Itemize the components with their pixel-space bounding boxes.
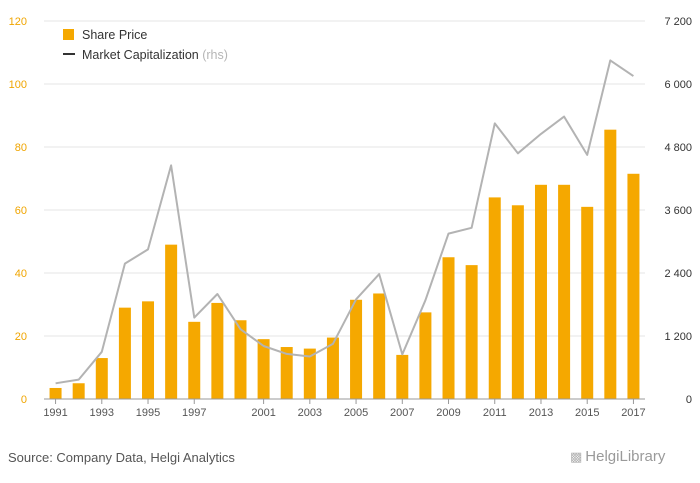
bar-share-price <box>627 173 640 399</box>
axes: 0 20 40 60 80 100 120 0 1 200 2 400 3 600 4 800 6 00… <box>9 16 692 419</box>
x-tick-label: 2009 <box>436 407 460 419</box>
share-price-bars <box>49 129 640 400</box>
bar-share-price <box>142 301 155 399</box>
bar-share-price <box>373 293 386 399</box>
bar-share-price <box>581 206 594 399</box>
x-tick-label: 2011 <box>483 407 507 419</box>
x-tick-label: 2003 <box>298 407 322 419</box>
bar-share-price <box>534 184 547 399</box>
bar-share-price <box>511 205 524 399</box>
right-tick-label: 4 800 <box>664 142 692 154</box>
left-tick-label: 80 <box>15 142 27 154</box>
bar-share-price <box>442 257 455 399</box>
brand-name: Helgi <box>585 448 620 465</box>
x-tick-label: 1997 <box>182 407 206 419</box>
grid-lines <box>44 20 645 337</box>
x-tick-label: 1993 <box>90 407 114 419</box>
bar-share-price <box>257 339 270 399</box>
bar-share-price <box>72 383 85 399</box>
right-tick-label: 0 <box>686 394 692 406</box>
bar-share-price <box>419 312 432 399</box>
x-tick-label: 2017 <box>621 407 645 419</box>
library-icon: ▩ <box>570 449 583 464</box>
left-tick-label: 120 <box>9 16 27 28</box>
left-tick-label: 20 <box>15 331 27 343</box>
bar-share-price <box>234 320 247 399</box>
bar-share-price <box>49 387 62 399</box>
left-tick-label: 40 <box>15 268 27 280</box>
right-tick-label: 1 200 <box>664 331 692 343</box>
bar-share-price <box>604 129 617 400</box>
x-tick-label: 2013 <box>529 407 553 419</box>
x-tick-label: 2007 <box>390 407 414 419</box>
right-tick-label: 3 600 <box>664 205 692 217</box>
legend-label-share-price: Share Price <box>82 28 147 42</box>
bar-share-price <box>488 197 501 399</box>
source-note: Source: Company Data, Helgi Analytics <box>8 450 235 465</box>
bar-share-price <box>118 307 131 399</box>
bar-share-price <box>350 299 363 399</box>
right-tick-label: 7 200 <box>664 16 692 28</box>
right-tick-label: 2 400 <box>664 268 692 280</box>
bar-share-price <box>465 265 478 399</box>
left-tick-label: 60 <box>15 205 27 217</box>
x-tick-label: 2001 <box>251 407 275 419</box>
brand-suffix: Library <box>619 448 666 465</box>
x-tick-label: 2005 <box>344 407 368 419</box>
bar-share-price <box>95 358 108 399</box>
x-tick-label: 2015 <box>575 407 599 419</box>
bar-share-price <box>188 321 201 399</box>
legend-swatch-share-price <box>63 29 74 40</box>
bar-share-price <box>326 337 339 399</box>
x-tick-label: 1995 <box>136 407 160 419</box>
bar-share-price <box>303 348 316 399</box>
x-tick-label: 1991 <box>43 407 67 419</box>
left-tick-label: 0 <box>21 394 27 406</box>
line-market-cap <box>55 59 634 385</box>
market-cap-line <box>55 59 634 385</box>
bar-share-price <box>396 354 409 399</box>
brand-logo: ▩ HelgiLibrary <box>570 448 665 465</box>
left-tick-label: 100 <box>9 79 27 91</box>
bar-share-price <box>280 347 293 399</box>
legend-label-market-cap: Market Capitalization (rhs) <box>82 48 228 62</box>
bar-share-price <box>165 244 178 399</box>
legend: Share Price Market Capitalization (rhs) <box>63 28 228 62</box>
right-tick-label: 6 000 <box>664 79 692 91</box>
bar-share-price <box>211 302 224 399</box>
bar-share-price <box>558 184 571 399</box>
